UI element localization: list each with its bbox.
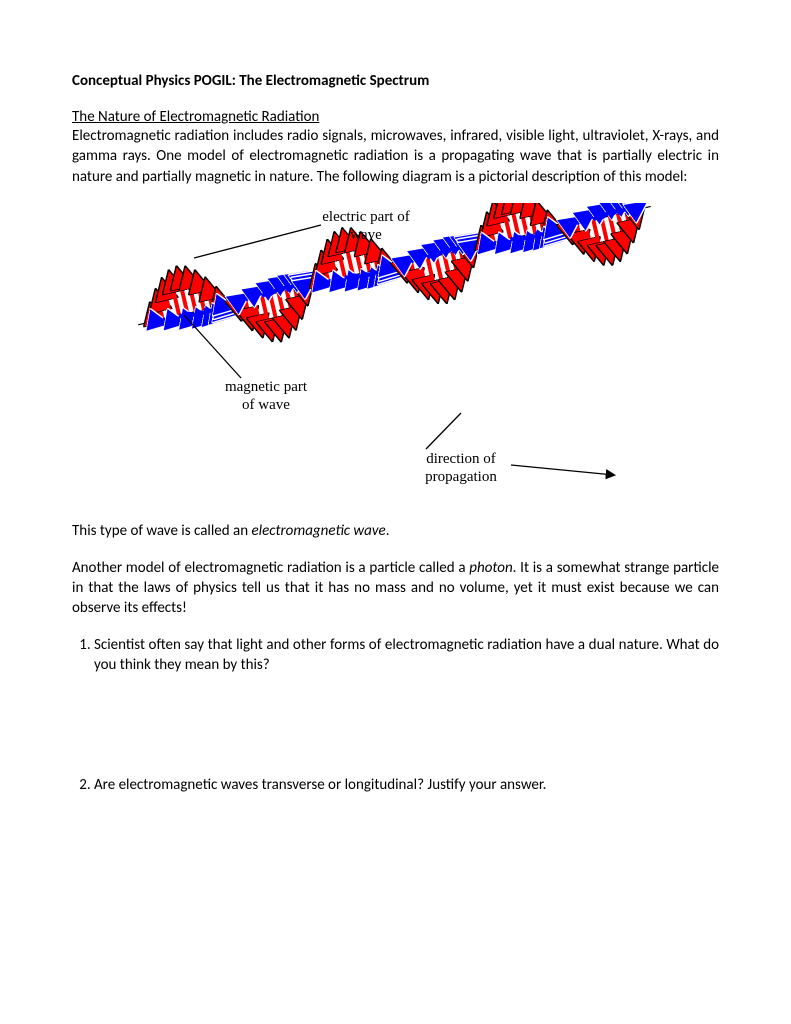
page: Conceptual Physics POGIL: The Electromag…: [0, 0, 791, 935]
page-title: Conceptual Physics POGIL: The Electromag…: [72, 72, 719, 90]
wave-sentence: This type of wave is called an electroma…: [72, 522, 719, 540]
direction-label-line2: propagation: [425, 469, 497, 485]
photon-pre: Another model of electromagnetic radiati…: [72, 559, 469, 577]
electric-leader-line: [194, 225, 321, 258]
direction-label-line1: direction of: [426, 451, 496, 467]
section-heading: The Nature of Electromagnetic Radiation: [72, 108, 719, 126]
electric-label-line2: wave: [350, 227, 382, 243]
electric-label-line1: electric part of: [322, 209, 409, 225]
electric-label-group: electric part of wave: [194, 209, 410, 258]
magnetic-label-line1: magnetic part: [224, 379, 307, 395]
question-list: Scientist often say that light and other…: [72, 635, 719, 796]
direction-label-group: direction of propagation: [425, 413, 614, 485]
photon-em: photon: [469, 559, 512, 577]
direction-leader-line: [426, 413, 461, 449]
wave-sentence-post: .: [386, 522, 390, 540]
wave-sentence-em: electromagnetic wave: [251, 522, 385, 540]
magnetic-label-line2: of wave: [242, 397, 290, 413]
magnetic-leader-line: [184, 315, 241, 378]
direction-arrow: [511, 465, 614, 475]
photon-paragraph: Another model of electromagnetic radiati…: [72, 558, 719, 619]
wave-sentence-pre: This type of wave is called an: [72, 522, 251, 540]
magnetic-label-group: magnetic part of wave: [184, 315, 308, 413]
em-wave-diagram: electric part of wave magnetic part of w…: [116, 203, 676, 498]
intro-paragraph: Electromagnetic radiation includes radio…: [72, 126, 719, 187]
question-2: Are electromagnetic waves transverse or …: [94, 775, 719, 795]
em-wave-svg: electric part of wave magnetic part of w…: [116, 203, 676, 493]
question-1: Scientist often say that light and other…: [94, 635, 719, 676]
